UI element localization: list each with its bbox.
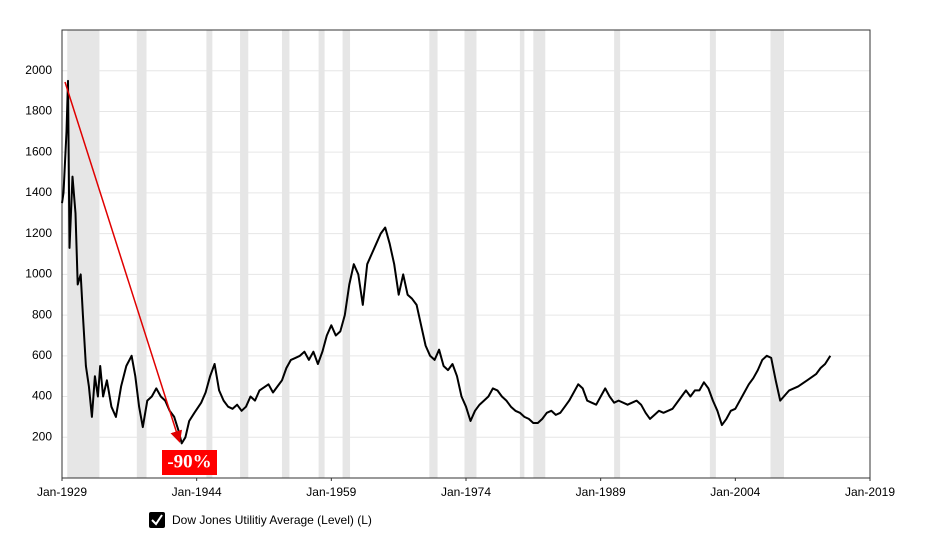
recession-band <box>318 30 325 478</box>
recession-band <box>206 30 213 478</box>
y-tick-label: 800 <box>32 307 52 321</box>
recession-band <box>429 30 438 478</box>
annotation-arrow <box>64 81 182 443</box>
recession-band <box>240 30 249 478</box>
recession-band <box>770 30 784 478</box>
annotation-box <box>162 450 217 475</box>
y-tick-label: 1800 <box>25 104 52 118</box>
y-tick-label: 1000 <box>25 267 52 281</box>
recession-band <box>614 30 621 478</box>
legend-label: Dow Jones Utilitiy Average (Level) (L) <box>172 513 372 527</box>
recession-band <box>67 30 100 478</box>
y-tick-label: 1400 <box>25 185 52 199</box>
recession-band <box>533 30 546 478</box>
y-tick-label: 400 <box>32 389 52 403</box>
recession-band <box>342 30 351 478</box>
y-tick-label: 600 <box>32 348 52 362</box>
check-mark <box>151 514 163 526</box>
y-tick-label: 1600 <box>25 144 52 158</box>
x-tick-label: Jan-1944 <box>172 485 222 499</box>
y-tick-label: 1200 <box>25 226 52 240</box>
recession-band <box>464 30 477 478</box>
legend-checkbox[interactable] <box>149 512 165 528</box>
recession-band <box>136 30 147 478</box>
recession-band <box>519 30 525 478</box>
legend: Dow Jones Utilitiy Average (Level) (L) <box>149 512 372 528</box>
x-tick-label: Jan-1989 <box>576 485 626 499</box>
x-tick-label: Jan-1929 <box>37 485 87 499</box>
x-tick-label: Jan-2019 <box>845 485 895 499</box>
x-tick-label: Jan-1959 <box>306 485 356 499</box>
recession-band <box>281 30 290 478</box>
series-line <box>61 79 832 445</box>
recession-band <box>709 30 716 478</box>
x-tick-label: Jan-2004 <box>710 485 760 499</box>
y-tick-label: 200 <box>32 429 52 443</box>
y-tick-label: 2000 <box>25 63 52 77</box>
x-tick-label: Jan-1974 <box>441 485 491 499</box>
annotation: -90% <box>167 451 211 472</box>
